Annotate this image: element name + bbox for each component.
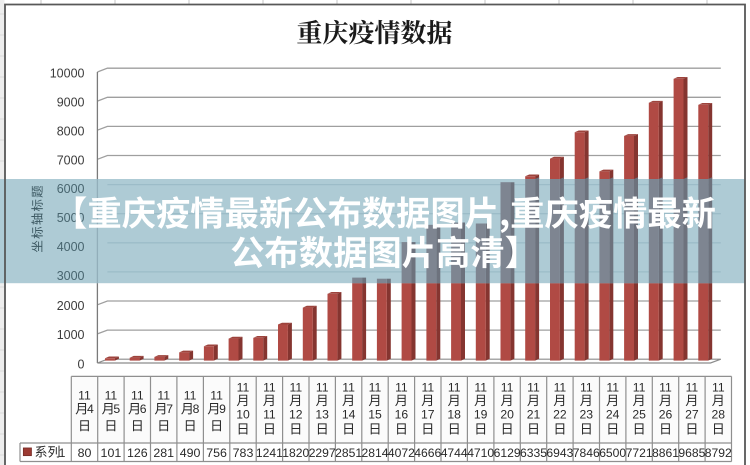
svg-text:28: 28 [712,407,726,421]
svg-text:16: 16 [395,407,409,421]
svg-text:783: 783 [233,446,254,460]
svg-text:6: 6 [140,402,147,416]
svg-text:18: 18 [447,407,461,421]
svg-text:4: 4 [87,402,94,416]
svg-text:8: 8 [193,402,200,416]
svg-text:7000: 7000 [57,154,85,168]
svg-text:11: 11 [501,380,514,394]
svg-text:11: 11 [184,388,197,402]
svg-text:21: 21 [527,407,541,421]
svg-text:6500: 6500 [599,446,626,460]
svg-text:9685: 9685 [678,446,705,460]
svg-text:20: 20 [500,407,514,421]
svg-text:25: 25 [632,407,646,421]
svg-text:11: 11 [448,380,461,394]
svg-text:11: 11 [342,380,355,394]
svg-text:11: 11 [395,380,408,394]
svg-text:8861: 8861 [652,446,679,460]
svg-text:2297: 2297 [309,446,336,460]
svg-text:756: 756 [206,446,227,460]
svg-text:19: 19 [474,407,488,421]
svg-text:9: 9 [219,402,226,416]
svg-text:11: 11 [263,407,276,421]
svg-text:11: 11 [659,380,672,394]
svg-text:11: 11 [421,380,434,394]
svg-text:80: 80 [78,446,92,460]
svg-text:11: 11 [554,380,567,394]
svg-text:126: 126 [127,446,148,460]
svg-text:4072: 4072 [388,446,415,460]
svg-text:2851: 2851 [335,446,362,460]
svg-text:5: 5 [113,402,120,416]
svg-text:11: 11 [527,380,540,394]
svg-text:6943: 6943 [546,446,573,460]
svg-text:11: 11 [237,380,250,394]
svg-text:23: 23 [580,407,594,421]
svg-text:22: 22 [553,407,567,421]
svg-text:281: 281 [153,446,174,460]
svg-text:11: 11 [633,380,646,394]
svg-text:7846: 7846 [573,446,600,460]
svg-text:11: 11 [474,380,487,394]
svg-text:11: 11 [78,388,91,402]
svg-text:11: 11 [131,388,144,402]
svg-text:8792: 8792 [705,446,732,460]
svg-text:4710: 4710 [467,446,494,460]
svg-text:17: 17 [421,407,435,421]
svg-text:11: 11 [369,380,382,394]
svg-text:490: 490 [180,446,201,460]
svg-text:8000: 8000 [57,125,85,139]
svg-text:7721: 7721 [626,446,653,460]
svg-text:9000: 9000 [57,95,85,109]
svg-text:7: 7 [166,402,173,416]
svg-text:27: 27 [685,407,699,421]
svg-text:11: 11 [316,380,329,394]
svg-text:13: 13 [315,407,329,421]
svg-text:1: 1 [59,446,66,460]
svg-text:11: 11 [606,380,619,394]
svg-text:11: 11 [686,380,699,394]
svg-text:6000: 6000 [57,182,85,196]
svg-text:4000: 4000 [57,240,85,254]
svg-text:11: 11 [580,380,593,394]
svg-text:15: 15 [368,407,382,421]
svg-text:11: 11 [210,388,223,402]
svg-text:10: 10 [236,407,250,421]
svg-text:11: 11 [263,380,276,394]
svg-text:101: 101 [101,446,122,460]
svg-text:1000: 1000 [57,328,85,342]
svg-text:4744: 4744 [441,446,468,460]
svg-text:11: 11 [105,388,118,402]
svg-text:14: 14 [342,407,356,421]
svg-text:1241: 1241 [256,446,283,460]
svg-text:3000: 3000 [57,269,85,283]
svg-text:6129: 6129 [494,446,521,460]
svg-text:11: 11 [712,380,725,394]
svg-text:6335: 6335 [520,446,547,460]
svg-text:26: 26 [659,407,673,421]
svg-text:1820: 1820 [282,446,309,460]
svg-text:0: 0 [78,357,85,371]
svg-text:12: 12 [289,407,303,421]
svg-text:10000: 10000 [50,66,85,80]
svg-text:11: 11 [289,380,302,394]
svg-text:4666: 4666 [414,446,441,460]
svg-text:11: 11 [157,388,170,402]
svg-text:24: 24 [606,407,620,421]
svg-text:2000: 2000 [57,299,85,313]
svg-text:2814: 2814 [362,446,389,460]
